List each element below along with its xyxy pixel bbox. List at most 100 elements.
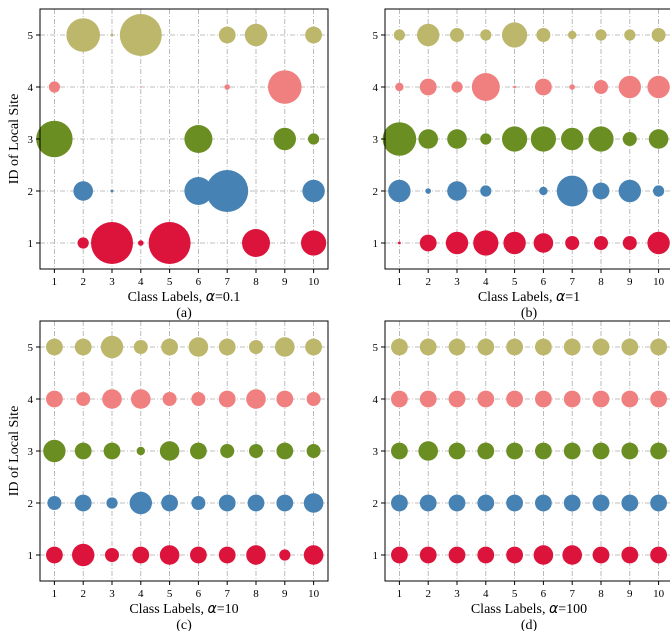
x-tick-label: 7 [569, 588, 575, 600]
x-tick-label: 2 [80, 588, 86, 600]
bubble-site5-class4 [119, 14, 162, 56]
bubble-site4-class4 [471, 73, 500, 101]
bubble-site3-class1 [36, 120, 73, 158]
bubble-site3-class6 [190, 442, 207, 460]
bubble-site5-class6 [188, 337, 209, 357]
bubble-site1-class7 [562, 545, 582, 565]
x-tick-label: 4 [138, 588, 144, 600]
bubble-site3-class3 [103, 442, 121, 460]
y-tick-label: 1 [28, 550, 34, 562]
bubble-site2-class10 [650, 494, 667, 512]
bubble-site4-class2 [76, 392, 91, 406]
bubble-site2-class2 [74, 494, 92, 512]
x-tick-label: 5 [512, 588, 518, 600]
bubble-site5-class5 [501, 22, 528, 48]
x-tick-label: 5 [167, 588, 173, 600]
bubble-site5-class6 [536, 28, 551, 42]
x-tick-label: 10 [653, 588, 665, 600]
bubble-site2-class9 [618, 179, 641, 203]
bubble-site5-class8 [595, 29, 607, 41]
bubble-site1-class4 [473, 230, 499, 256]
bubble-site2-class3 [448, 494, 466, 512]
bubble-site1-class8 [592, 546, 610, 564]
bubble-site3-class4 [477, 442, 495, 460]
y-tick-label: 3 [373, 446, 379, 458]
y-tick-label: 1 [373, 238, 379, 250]
bubble-site1-class3 [105, 548, 119, 562]
bubble-site4-class3 [102, 389, 122, 409]
bubble-site4-class4 [131, 389, 151, 409]
bubble-site3-class10 [650, 442, 667, 460]
bubble-site2-class2 [73, 181, 93, 201]
bubble-site5-class3 [448, 338, 466, 356]
subfigure-label: (a) [176, 306, 192, 321]
bubble-site4-class10 [650, 390, 667, 408]
bubble-site5-class7 [218, 338, 236, 356]
x-tick-label: 9 [282, 276, 288, 288]
x-tick-label: 1 [52, 276, 58, 288]
x-tick-label: 8 [253, 276, 259, 288]
bubble-site4-class8 [246, 389, 266, 409]
bubble-site5-class4 [480, 29, 492, 41]
bubble-site1-class3 [91, 222, 133, 264]
bubble-site4-class8 [594, 80, 608, 94]
bubble-site1-class5 [148, 222, 191, 264]
bubble-site5-class8 [244, 23, 268, 47]
bubble-site2-class4 [480, 185, 492, 197]
bubble-site4-class9 [268, 70, 302, 104]
bubble-site2-class5 [506, 494, 523, 512]
bubble-site2-class2 [425, 188, 432, 194]
x-tick-label: 4 [483, 276, 489, 288]
bubble-site3-class6 [184, 125, 213, 153]
bubble-site2-class7 [218, 494, 236, 512]
bubble-site1-class6 [533, 545, 554, 565]
bubble-site4-class9 [618, 75, 641, 99]
bubble-site5-class2 [417, 23, 440, 47]
bubble-site3-class2 [418, 441, 439, 461]
bubble-site1-class8 [246, 545, 266, 565]
y-tick-label: 5 [28, 342, 34, 354]
bubble-site2-class1 [388, 179, 411, 203]
bubble-site1-class4 [138, 240, 144, 246]
bubble-site3-class1 [43, 439, 66, 463]
x-tick-label: 5 [167, 276, 173, 288]
bubble-site3-class7 [561, 127, 584, 151]
bubble-site1-class3 [448, 546, 466, 564]
bubble-site1-class6 [190, 546, 207, 564]
bubble-site3-class7 [563, 442, 581, 460]
x-tick-label: 9 [282, 588, 288, 600]
x-tick-label: 10 [308, 276, 320, 288]
bubble-site1-class5 [503, 231, 526, 255]
bubble-site3-class10 [648, 129, 669, 149]
bubble-site1-class2 [77, 237, 89, 249]
x-axis-label: Class Labels, α=1 [478, 289, 580, 305]
bubble-site4-class10 [647, 75, 670, 99]
bubble-site4-class3 [448, 390, 466, 408]
x-tick-label: 7 [224, 276, 230, 288]
bubble-site2-class9 [621, 494, 639, 512]
bubble-site5-class9 [621, 338, 639, 356]
bubble-site2-class8 [592, 494, 610, 512]
bubble-site4-class1 [46, 390, 63, 408]
x-tick-label: 4 [483, 588, 489, 600]
y-axis-label: ID of Local Site [7, 406, 22, 497]
bubble-site1-class6 [533, 233, 554, 253]
bubble-site5-class7 [568, 30, 577, 40]
bubble-site5-class9 [275, 337, 295, 357]
bubble-site5-class10 [305, 338, 322, 356]
x-tick-label: 7 [224, 588, 230, 600]
bubble-site1-class8 [594, 236, 608, 250]
bubble-site4-class10 [306, 392, 321, 406]
bubble-site3-class9 [622, 132, 637, 146]
bubble-site4-class2 [419, 390, 437, 408]
bubble-site2-class8 [247, 494, 265, 512]
y-tick-label: 3 [28, 446, 34, 458]
bubble-site1-class3 [445, 231, 469, 255]
bubble-site4-class8 [592, 390, 610, 408]
bubble-site3-class10 [306, 444, 321, 458]
bubble-site4-class9 [621, 390, 639, 408]
bubble-site5-class3 [450, 28, 464, 42]
